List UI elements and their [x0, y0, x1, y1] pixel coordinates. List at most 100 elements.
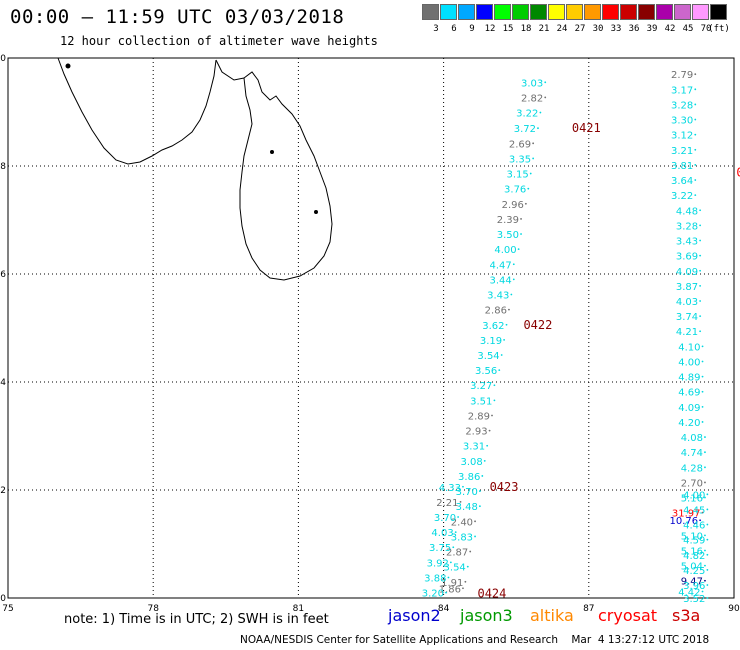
track-point — [454, 531, 457, 534]
wave-height-label: 2.86 — [485, 306, 507, 317]
wave-height-label: 5.04 — [681, 562, 703, 573]
wave-height-label: 3.70 — [456, 487, 478, 498]
wave-height-label: 3.87 — [676, 282, 698, 293]
wave-height-label: 3.64 — [671, 176, 693, 187]
scale-swatch — [512, 4, 529, 20]
wave-height-label: 4.00 — [683, 490, 705, 501]
wave-height-label: 3.30 — [671, 116, 693, 127]
track-point — [493, 399, 496, 402]
scale-swatch — [548, 4, 565, 20]
pass-time-labels: 042104220423042401000 — [477, 121, 740, 600]
india-coastline — [57, 57, 217, 165]
wave-height-label: 1.86 — [439, 584, 461, 595]
lon-tick-label: 75 — [2, 604, 13, 614]
track-point — [445, 591, 447, 594]
track-point — [694, 148, 697, 151]
wave-height-label: 4.82 — [683, 551, 705, 562]
scale-label: 70 — [700, 24, 712, 34]
wave-height-label: 3.44 — [490, 275, 512, 286]
scale-label: 24 — [556, 24, 568, 34]
track-point — [699, 330, 702, 333]
scale-label: 12 — [484, 24, 496, 34]
track-point — [503, 338, 505, 341]
scale-swatch — [620, 4, 637, 20]
wave-height-label: 2.39 — [497, 215, 519, 226]
track-point — [505, 323, 508, 326]
track-point — [512, 278, 515, 281]
wave-height-label: 3.96 — [683, 581, 705, 592]
track-point — [510, 293, 513, 296]
mission-jason3: jason3 — [460, 606, 513, 625]
track-point — [701, 590, 704, 593]
wave-height-label: 4.42 — [678, 588, 700, 599]
lat-tick-label: 10 — [0, 54, 6, 64]
map-title: 00:00 – 11:59 UTC 03/03/2018 — [10, 6, 345, 28]
scale-label: 30 — [592, 24, 604, 34]
track-point — [706, 508, 709, 511]
track-point — [699, 519, 702, 522]
track-b-lower: 4.00 4.45 4.46 4.59 4.82 4.25 3.96 3.52 — [683, 490, 709, 605]
wave-height-label: 3.52 — [683, 594, 705, 605]
track-point — [498, 369, 501, 372]
track-point — [699, 300, 702, 302]
wave-height-label: 3.08 — [460, 457, 482, 468]
pass-time-label: 010 — [736, 165, 740, 179]
track-point — [701, 360, 704, 363]
altimeter-tracks: 3.03 2.82 3.22 3.72 2.69 3.35 3.15 3.76 2.96 2.39… — [422, 70, 709, 605]
wave-height-label: 3.83 — [451, 532, 473, 543]
wave-height-label: 2.93 — [465, 427, 487, 438]
wave-height-label: 4.20 — [678, 418, 700, 429]
track-point — [459, 500, 462, 503]
track-point — [481, 475, 484, 477]
wave-height-label: 3.81 — [671, 161, 693, 172]
pass-time-label: 0424 — [477, 587, 506, 601]
wave-height-label: 3.27 — [470, 381, 492, 392]
island-dot — [65, 63, 71, 69]
track-point — [539, 111, 542, 114]
wave-height-label: 3.54 — [477, 351, 499, 362]
wave-height-label: 4.21 — [676, 327, 698, 338]
wave-height-label: 3.22 — [671, 191, 693, 202]
scale-label: 42 — [664, 24, 676, 34]
track-point — [704, 549, 706, 552]
island-dot — [270, 150, 274, 154]
wave-height-label: 4.08 — [681, 433, 703, 444]
wave-height-label: 3.28 — [676, 221, 698, 232]
wave-height-label: 10.76 — [669, 516, 698, 527]
track-point — [704, 436, 706, 438]
wave-height-label: 4.10 — [678, 342, 700, 353]
lon-tick-label: 90 — [728, 604, 740, 614]
wave-height-label: 4.59 — [683, 536, 705, 547]
wave-height-label: 3.70 — [434, 513, 456, 524]
scale-label: 9 — [469, 24, 475, 34]
track-point — [500, 354, 503, 356]
track-point — [704, 534, 706, 537]
wave-height-label: 4.09 — [676, 267, 698, 278]
wave-height-label: 4.46 — [683, 521, 705, 532]
mission-s3a: s3a — [672, 606, 701, 625]
map-frame — [7, 57, 735, 599]
track-point — [699, 269, 702, 272]
scale-label: 21 — [538, 24, 550, 34]
wave-height-label: 3.17 — [671, 85, 693, 96]
wave-height-label: 3.50 — [497, 230, 519, 241]
lon-tick-label: 87 — [583, 604, 594, 614]
wave-height-label: 2.40 — [451, 517, 473, 528]
lat-tick-label: 4 — [0, 378, 6, 388]
track-point — [704, 466, 706, 469]
track-point — [486, 444, 489, 447]
wave-height-label: 1.91 — [441, 578, 463, 589]
wave-height-label: 5.16 — [681, 546, 703, 557]
wave-height-label: 2.21 — [436, 498, 458, 509]
sri-lanka-coastline — [239, 71, 333, 281]
track-point — [532, 157, 535, 160]
track-b: 2.79 3.17 3.28 3.30 3.12 3.21 3.81 3.64 3.22 4.48… — [669, 70, 706, 599]
wave-height-label: 4.74 — [681, 448, 703, 459]
lat-tick-label: 6 — [0, 270, 6, 280]
track-point — [694, 194, 697, 197]
track-point — [544, 81, 547, 84]
wave-height-label: 5.10 — [681, 531, 703, 542]
track-point — [488, 429, 491, 432]
track-point — [479, 490, 481, 492]
